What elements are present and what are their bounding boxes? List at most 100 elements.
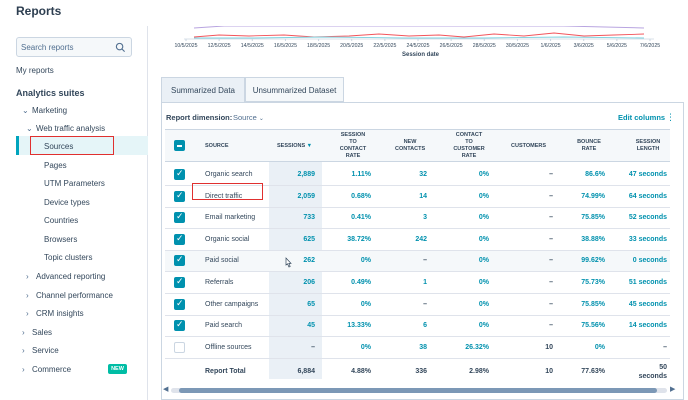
sidebar-item-sales[interactable]: › Sales <box>22 328 52 337</box>
cell-source: Email marketing <box>205 214 256 222</box>
series-line-2 <box>193 32 645 38</box>
cell-customers: – <box>549 300 553 308</box>
row-checkbox[interactable]: ✓ <box>174 298 185 310</box>
cell-customers: – <box>549 322 553 330</box>
cell-customers: – <box>549 235 553 243</box>
search-box[interactable] <box>16 37 132 57</box>
cell-new-contacts: 242 <box>415 235 427 243</box>
sidebar-item-web-traffic[interactable]: ⌄ Web traffic analysis <box>26 124 105 133</box>
series-line-3 <box>194 36 645 39</box>
row-checkbox[interactable]: ✓ <box>174 276 185 288</box>
col-header-contact-to-customer-rate[interactable]: CONTACT TO CUSTOMER RATE <box>449 132 489 160</box>
edit-columns-button[interactable]: Edit columns <box>618 113 666 122</box>
scroll-right-icon[interactable]: ▶ <box>670 386 676 393</box>
more-options-icon[interactable]: ⋮ <box>666 112 675 122</box>
tab-unsummarized-dataset[interactable]: Unsummarized Dataset <box>245 77 344 102</box>
table-row[interactable]: ✓ Email marketing 733 0.41% 3 0% – 75.85% 52 sec… <box>165 208 670 230</box>
checkmark-icon: ✓ <box>176 211 184 222</box>
sidebar-item-label: Channel performance <box>36 291 113 300</box>
col-header-new-contacts[interactable]: NEW CONTACTS <box>395 139 425 153</box>
table-row[interactable]: ✓ Referrals 206 0.49% 1 0% – 75.73% 51 seconds <box>165 273 670 294</box>
checkmark-icon: ✓ <box>176 232 184 243</box>
cell-contact-to-customer: 0% <box>478 235 489 243</box>
sidebar-item-utm-parameters[interactable]: UTM Parameters <box>44 179 105 188</box>
col-header-bounce-rate[interactable]: BOUNCE RATE <box>575 139 603 153</box>
cell-bounce-rate: 75.56% <box>581 322 605 330</box>
x-tick-label: 14/5/2025 <box>241 43 264 49</box>
table-row[interactable]: Offline sources – 0% 38 26.32% 10 0% – <box>165 338 670 359</box>
sidebar-item-marketing[interactable]: ⌄ Marketing <box>22 106 67 115</box>
top-bar: Reports <box>0 0 688 26</box>
table-row[interactable]: ✓ Organic social 625 38.72% 242 0% – 38.88% 33 s… <box>165 230 670 251</box>
chevron-right-icon: › <box>22 365 25 374</box>
chevron-right-icon: › <box>26 309 29 318</box>
sidebar-item-service[interactable]: › Service <box>22 346 59 355</box>
table-row[interactable]: ✓ Other campaigns 65 0% – 0% – 75.85% 45 seconds <box>165 295 670 316</box>
col-header-line: CONTACT <box>339 146 367 152</box>
sidebar-item-topic-clusters[interactable]: Topic clusters <box>44 253 93 262</box>
sidebar-item-device-types[interactable]: Device types <box>44 198 90 207</box>
col-header-sessions[interactable]: SESSIONS ▼ <box>277 143 312 150</box>
col-header-customers[interactable]: CUSTOMERS <box>511 143 547 149</box>
sidebar-item-pages[interactable]: Pages <box>44 161 67 170</box>
sidebar-item-commerce[interactable]: › Commerce <box>22 365 71 374</box>
cell-source: Direct traffic <box>205 192 243 200</box>
cell-session-to-contact: 0.49% <box>351 279 371 286</box>
search-icon[interactable] <box>115 42 126 53</box>
col-header-source[interactable]: SOURCE <box>205 143 229 149</box>
cell-session-to-contact: 13.33% <box>347 322 371 330</box>
cell-new-contacts: – <box>423 300 427 308</box>
session-chart: 10/5/2025 12/5/2025 14/5/2025 16/5/2025 18/5… <box>174 26 660 49</box>
cell-sessions: 625 <box>303 235 315 243</box>
sort-desc-icon: ▼ <box>306 143 313 149</box>
chevron-down-icon: ⌄ <box>258 116 264 122</box>
total-session-length-unit: seconds <box>638 373 667 380</box>
cell-customers: – <box>549 279 553 286</box>
cell-sessions: 2,889 <box>297 171 315 178</box>
cell-sessions: 262 <box>303 257 315 265</box>
table-row[interactable]: ✓ Paid search 45 13.33% 6 0% – 75.56% 14 seconds <box>165 316 670 338</box>
row-checkbox[interactable]: ✓ <box>174 319 185 332</box>
col-header-session-length[interactable]: SESSION LENGTH <box>633 139 663 153</box>
sidebar-item-channel-performance[interactable]: › Channel performance <box>26 291 113 300</box>
row-checkbox[interactable]: ✓ <box>174 211 185 224</box>
row-checkbox[interactable] <box>174 341 185 353</box>
x-tick-label: 26/5/2025 <box>440 43 463 49</box>
table-row[interactable]: ✓ Direct traffic 2,059 0.68% 14 0% – 74.99% 64 s… <box>165 187 670 208</box>
sidebar-item-advanced-reporting[interactable]: › Advanced reporting <box>26 272 105 281</box>
report-dimension-select[interactable]: Source ⌄ <box>233 113 264 122</box>
cell-new-contacts: 32 <box>419 171 427 178</box>
row-checkbox[interactable]: ✓ <box>174 168 185 180</box>
scrollbar-thumb[interactable] <box>179 388 657 393</box>
horizontal-scrollbar[interactable] <box>171 388 667 393</box>
scroll-left-icon[interactable]: ◀ <box>163 386 169 393</box>
search-input[interactable] <box>21 41 111 54</box>
x-tick-label: 5/6/2025 <box>607 43 627 49</box>
row-checkbox[interactable]: ✓ <box>174 254 185 267</box>
cell-source: Paid social <box>205 257 239 265</box>
sidebar-item-crm-insights[interactable]: › CRM insights <box>26 309 84 318</box>
x-tick-label: 16/5/2025 <box>274 43 297 49</box>
my-reports-link[interactable]: My reports <box>16 66 54 75</box>
cell-session-length: 47 seconds <box>628 171 667 178</box>
tab-summarized-data[interactable]: Summarized Data <box>161 77 245 102</box>
cell-session-to-contact: 1.11% <box>351 171 371 178</box>
total-row: Report Total 6,884 4.88% 336 2.98% 10 77… <box>165 361 670 383</box>
row-checkbox[interactable]: ✓ <box>174 232 185 245</box>
select-all-checkbox[interactable] <box>174 140 185 151</box>
sidebar-item-sources[interactable]: Sources <box>44 142 74 151</box>
x-tick-label: 18/5/2025 <box>307 43 330 49</box>
cell-customers: – <box>549 214 553 222</box>
cell-contact-to-customer: 0% <box>478 257 489 265</box>
highlight-box-direct-traffic <box>192 183 263 200</box>
mouse-cursor-icon <box>285 257 292 268</box>
col-header-session-to-contact-rate[interactable]: SESSION TO CONTACT RATE <box>335 132 371 160</box>
sidebar-item-countries[interactable]: Countries <box>44 216 79 225</box>
sidebar-item-browsers[interactable]: Browsers <box>44 235 78 244</box>
table-row[interactable]: ✓ Paid social 262 0% – 0% – 99.62% 0 seconds <box>165 251 670 273</box>
x-tick-label: 28/5/2025 <box>473 43 496 49</box>
table-row[interactable]: ✓ Organic search 2,889 1.11% 32 0% – 86.6% 47 se… <box>165 165 670 186</box>
report-dimension-value: Source <box>233 113 257 122</box>
row-checkbox[interactable]: ✓ <box>174 190 185 202</box>
sidebar-item-label: Advanced reporting <box>36 272 106 281</box>
